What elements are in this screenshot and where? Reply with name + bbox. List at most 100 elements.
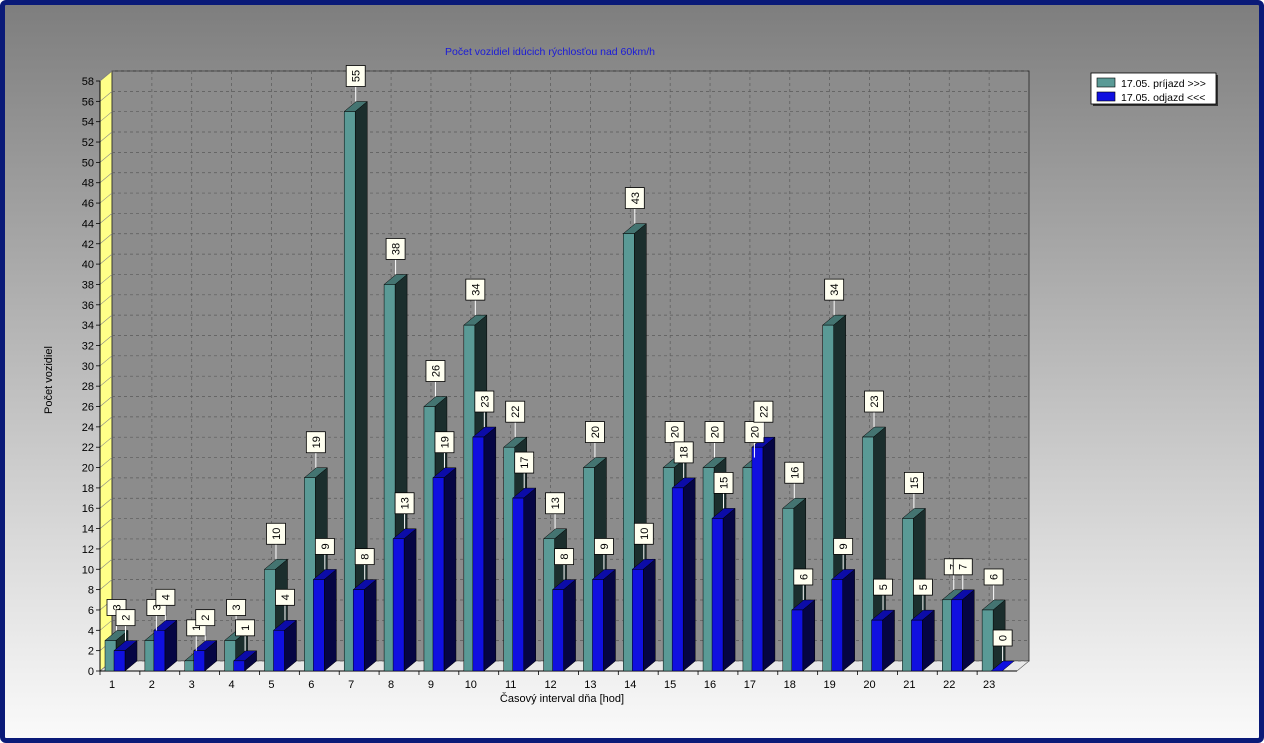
y-tick-label: 32 — [82, 340, 94, 352]
y-tick-label: 6 — [88, 605, 94, 617]
y-tick-label: 24 — [82, 422, 94, 434]
gridline-side — [99, 253, 113, 265]
y-tick-label: 14 — [82, 524, 94, 536]
data-label: 5 — [878, 584, 890, 590]
y-tick-label: 22 — [82, 442, 94, 454]
legend-swatch — [1096, 91, 1116, 102]
data-label-box — [633, 522, 654, 545]
data-label: 15 — [719, 477, 731, 489]
data-label: 22 — [510, 406, 522, 418]
x-axis-label: Časový interval dňa [hod] — [500, 692, 624, 705]
bar — [822, 324, 834, 672]
bar — [951, 599, 963, 672]
bar-side — [762, 436, 776, 672]
bar — [193, 650, 205, 672]
data-label-box — [673, 441, 694, 464]
y-tick-label: 12 — [82, 544, 94, 556]
y-tick-label: 56 — [82, 96, 94, 108]
bar-side — [922, 609, 935, 672]
x-tick-label: 5 — [268, 679, 274, 691]
gridline-side — [99, 416, 113, 428]
data-label: 4 — [280, 594, 292, 600]
y-tick-label: 10 — [82, 564, 94, 576]
bar — [304, 477, 316, 672]
bar — [632, 569, 644, 672]
bar-side — [563, 579, 576, 672]
y-tick-label: 0 — [88, 666, 94, 678]
gridline-side — [99, 355, 113, 367]
x-tick-label: 12 — [544, 679, 556, 691]
gridline-side — [99, 70, 113, 82]
data-label-box — [314, 538, 335, 555]
bar — [113, 650, 126, 672]
data-label: 6 — [798, 574, 810, 580]
data-label: 3 — [112, 604, 124, 610]
bar — [831, 579, 843, 672]
data-label: 3 — [231, 604, 243, 610]
bar — [782, 507, 795, 672]
bar — [990, 660, 1015, 672]
data-label: 19 — [439, 436, 451, 448]
y-tick-label: 58 — [82, 76, 94, 88]
bar — [153, 630, 166, 672]
gridline-side — [99, 375, 113, 387]
bar-side — [324, 568, 337, 672]
y-tick-label: 16 — [82, 503, 94, 515]
x-tick-label: 14 — [624, 679, 636, 691]
legend-swatch — [1096, 77, 1116, 88]
x-tick-label: 22 — [943, 679, 955, 691]
x-tick-label: 7 — [348, 679, 354, 691]
data-label-box — [873, 578, 893, 596]
data-label: 26 — [430, 365, 442, 377]
y-tick-label: 48 — [82, 178, 94, 190]
gridline-side — [99, 152, 113, 163]
data-label-box — [585, 421, 605, 443]
data-label-box — [425, 360, 446, 382]
data-label-box — [385, 238, 406, 260]
x-tick-label: 11 — [505, 679, 516, 691]
bar — [224, 640, 236, 672]
bar — [392, 538, 405, 672]
data-label: 20 — [749, 426, 761, 438]
data-label: 5 — [918, 584, 930, 590]
x-tick-label: 16 — [704, 679, 716, 691]
bar-side — [603, 568, 616, 672]
gridline-side — [99, 396, 113, 407]
data-label: 34 — [470, 284, 482, 296]
bar-side — [882, 609, 895, 672]
data-label: 20 — [710, 426, 722, 438]
bar — [671, 487, 684, 672]
x-tick-label: 17 — [744, 679, 756, 691]
bar-side — [523, 487, 536, 672]
y-axis-label: Počet vozidiel — [43, 346, 55, 414]
data-label-box — [434, 431, 455, 454]
gridline-side — [99, 457, 113, 468]
y-tick-label: 52 — [82, 137, 94, 149]
y-tick-label: 54 — [82, 117, 94, 129]
data-label-box — [266, 522, 286, 545]
data-label-box — [345, 65, 366, 87]
y-tick-label: 20 — [82, 463, 94, 475]
bar — [313, 579, 325, 672]
data-label-box — [275, 588, 295, 606]
gridline-side — [99, 111, 113, 122]
data-label: 20 — [590, 426, 602, 438]
legend: 17.05. príjazd >>> 17.05. odjazd <<< — [1090, 72, 1218, 106]
gridline-side — [99, 335, 113, 346]
y-tick-label: 40 — [82, 259, 94, 271]
data-label-box — [594, 538, 614, 555]
data-label-box — [983, 568, 1004, 586]
bar-side — [802, 599, 816, 672]
data-label: 2 — [121, 615, 133, 621]
data-label-box — [505, 400, 526, 423]
data-label: 16 — [789, 467, 801, 479]
y-tick-label: 2 — [88, 646, 94, 658]
y-tick-label: 26 — [82, 402, 94, 414]
y-tick-label: 34 — [82, 320, 94, 332]
y-tick-label: 4 — [88, 625, 94, 637]
bar — [751, 446, 764, 672]
bar — [911, 619, 923, 672]
data-label: 8 — [360, 554, 372, 560]
data-label-box — [235, 619, 256, 637]
gridline-side — [99, 538, 113, 550]
